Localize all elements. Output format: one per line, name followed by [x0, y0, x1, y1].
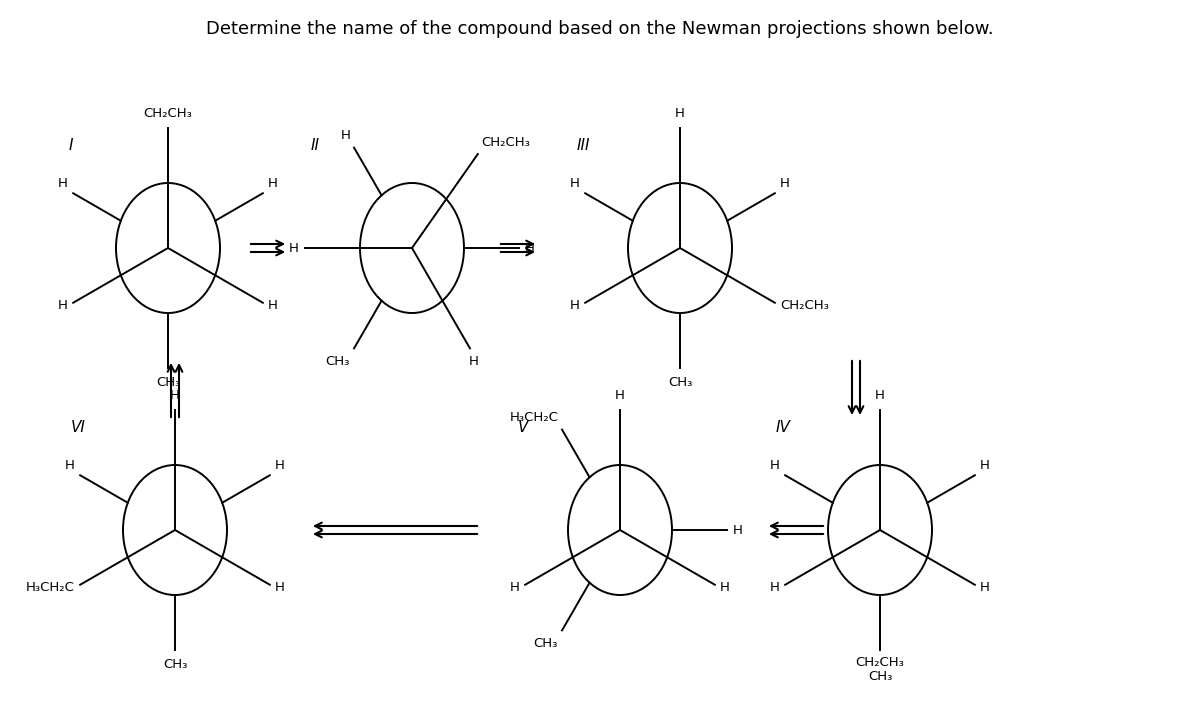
Text: H: H	[170, 389, 180, 402]
Text: H: H	[676, 107, 685, 120]
Text: H: H	[733, 523, 743, 536]
Text: H: H	[570, 299, 580, 312]
Text: H: H	[469, 355, 479, 369]
Text: H: H	[58, 299, 68, 312]
Text: H: H	[570, 177, 580, 190]
Text: H: H	[275, 581, 284, 594]
Text: H₃CH₂C: H₃CH₂C	[510, 411, 559, 424]
Text: CH₃: CH₃	[668, 376, 692, 389]
Text: CH₃: CH₃	[534, 637, 558, 650]
Text: H: H	[275, 459, 284, 472]
Text: H: H	[875, 389, 884, 402]
Text: H: H	[980, 459, 990, 472]
Text: H: H	[980, 581, 990, 594]
Text: H: H	[616, 389, 625, 402]
Text: H₃CH₂C: H₃CH₂C	[26, 581, 74, 594]
Text: H: H	[65, 459, 74, 472]
Text: CH₂CH₃: CH₂CH₃	[144, 107, 192, 120]
Text: H: H	[341, 130, 352, 143]
Text: H: H	[770, 459, 780, 472]
Text: Determine the name of the compound based on the Newman projections shown below.: Determine the name of the compound based…	[206, 20, 994, 38]
Text: H: H	[780, 177, 790, 190]
Text: H: H	[510, 581, 520, 594]
Text: CH₃: CH₃	[868, 670, 892, 683]
Text: CH₂CH₃: CH₂CH₃	[856, 656, 905, 669]
Text: III: III	[576, 138, 589, 153]
Text: CH₃: CH₃	[163, 658, 187, 671]
Text: CH₂CH₃: CH₂CH₃	[780, 299, 829, 312]
Text: I: I	[68, 138, 73, 153]
Text: H: H	[770, 581, 780, 594]
Text: IV: IV	[775, 420, 791, 435]
Text: CH₂CH₃: CH₂CH₃	[481, 136, 530, 149]
Text: II: II	[311, 138, 319, 153]
Text: H: H	[720, 581, 730, 594]
Text: H: H	[268, 177, 278, 190]
Text: H: H	[289, 242, 299, 255]
Text: CH₃: CH₃	[156, 376, 180, 389]
Text: CH₃: CH₃	[325, 355, 350, 369]
Text: VI: VI	[71, 420, 85, 435]
Text: H: H	[526, 242, 535, 255]
Text: H: H	[58, 177, 68, 190]
Text: H: H	[268, 299, 278, 312]
Text: V: V	[518, 420, 528, 435]
